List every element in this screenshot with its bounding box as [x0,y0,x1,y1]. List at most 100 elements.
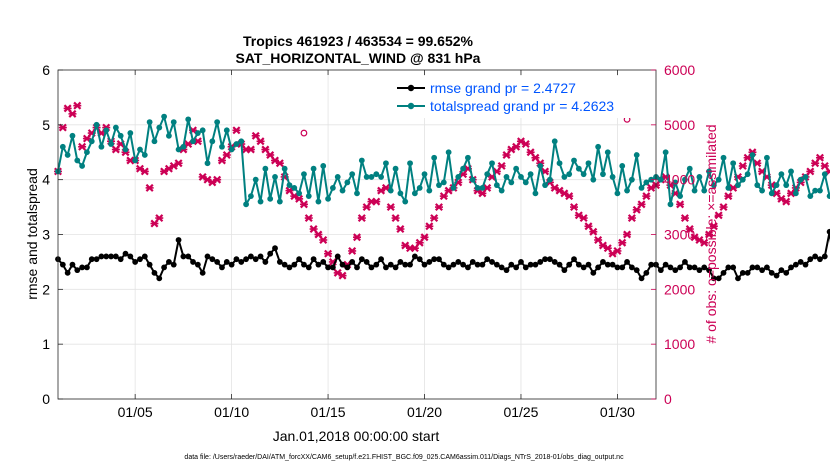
totalspread-point [537,163,544,169]
x-axis-label: Jan.01,2018 00:00:00 start [273,428,440,444]
rmse-point [305,264,312,271]
rmse-point [551,259,558,265]
obs-assimilated-marker [58,123,67,132]
rmse-point [460,261,466,268]
obs-assimilated-marker [391,214,400,223]
obs-assimilated-marker [705,230,714,239]
rmse-point [166,259,172,265]
rmse-point [768,269,775,276]
rmse-point [503,267,510,274]
rmse-point [465,264,471,271]
totalspread-point [677,193,684,200]
totalspread-point [98,143,105,150]
totalspread-point [489,160,495,167]
totalspread-point [248,193,254,200]
rmse-point [378,256,385,263]
totalspread-point [778,171,785,178]
rmse-point [662,261,669,268]
y-right-tick-label: 3000 [664,227,695,243]
totalspread-point [817,187,823,194]
rmse-point [281,261,288,268]
totalspread-point [127,130,134,136]
totalspread-point [460,165,466,172]
legend-spread-marker [407,102,415,110]
y-left-tick-label: 3 [42,227,50,243]
rmse-point [455,259,462,265]
obs-assimilated-marker [386,203,395,212]
totalspread-point [585,160,592,167]
obs-assimilated-marker [497,161,506,170]
totalspread-point [397,190,404,197]
totalspread-point [344,179,351,186]
rmse-point [773,272,780,279]
totalspread-point [807,193,814,200]
totalspread-point [667,201,674,208]
totalspread-point [436,182,442,189]
rmse-point [561,267,568,274]
x-tick-label: 01/15 [311,404,346,420]
totalspread-point [556,160,563,167]
totalspread-point [672,179,679,186]
rmse-point [411,253,418,260]
totalspread-point [310,165,317,172]
obs-assimilated-marker [782,197,791,206]
rmse-point [64,269,71,276]
obs-assimilated-marker [815,153,824,162]
rmse-point [248,253,254,260]
x-tick-label: 01/30 [600,404,635,420]
rmse-point [797,259,804,265]
rmse-point [223,259,230,265]
rmse-point [479,261,486,268]
rmse-point [93,256,100,263]
obs-assimilated-marker [372,197,381,206]
totalspread-point [628,176,635,183]
legend: rmse grand pr = 2.4727 totalspread grand… [392,76,648,118]
obs-assimilated-marker [246,145,255,154]
totalspread-point [320,163,327,169]
rmse-point [416,256,423,263]
totalspread-point [334,174,341,180]
totalspread-point [657,176,664,183]
rmse-point [373,261,380,268]
rmse-point [180,253,187,260]
rmse-point [228,261,235,268]
totalspread-point [166,132,172,139]
totalspread-point [508,179,515,186]
totalspread-point [455,174,462,180]
totalspread-point [64,152,71,158]
totalspread-point [643,179,650,186]
obs-assimilated-marker [676,200,685,209]
rmse-point [320,259,327,265]
totalspread-point [773,182,780,189]
rmse-point [518,259,524,265]
rmse-point [493,261,500,268]
totalspread-point [609,174,616,180]
rmse-point [141,253,148,260]
rmse-point [276,259,283,265]
totalspread-point [474,184,481,191]
obs-assimilated-marker [174,159,183,168]
y-right-tick-label: 4000 [664,172,695,188]
obs-assimilated-marker [145,183,154,192]
totalspread-point [600,171,606,178]
rmse-point [744,269,751,276]
rmse-point [677,264,684,271]
totalspread-point [243,201,249,208]
rmse-point [108,253,114,260]
rmse-point [633,267,640,274]
totalspread-point [407,160,413,167]
totalspread-point [175,146,182,153]
rmse-point [725,264,732,271]
rmse-point [590,269,597,276]
axes: 01/05 01/10 01/15 01/20 01/25 01/30 0 1 2 3 4 5 6 0 10… [42,62,695,420]
rmse-point [431,256,438,263]
totalspread-point [797,176,804,183]
rmse-point [122,250,129,257]
totalspread-point [551,138,558,145]
totalspread-point [156,124,163,131]
totalspread-point [378,174,385,180]
rmse-point [301,261,307,268]
obs-assimilated-marker [155,214,164,223]
totalspread-point [315,198,322,205]
totalspread-point [219,143,225,150]
